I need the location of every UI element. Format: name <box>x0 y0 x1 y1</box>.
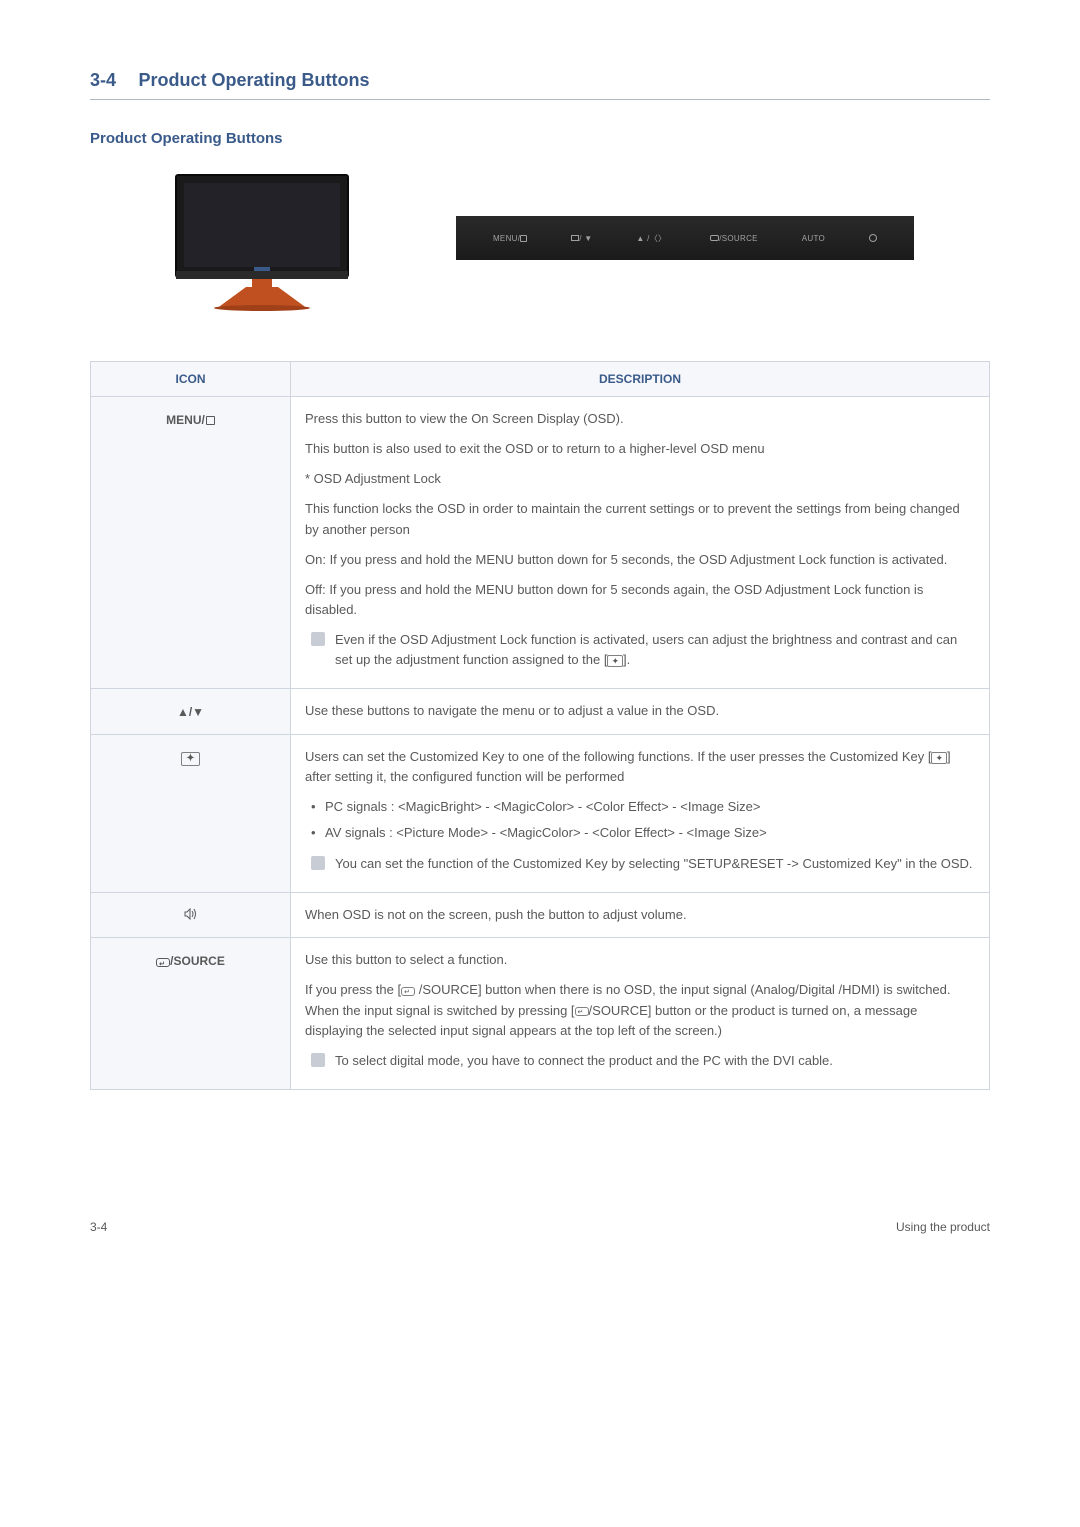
monitor-illustration <box>166 171 358 311</box>
enter-inline-icon: ↵ <box>575 1007 589 1016</box>
desc-text: Off: If you press and hold the MENU butt… <box>305 580 975 620</box>
table-row: When OSD is not on the screen, push the … <box>91 892 990 938</box>
icon-cell-updown: ▲/▼ <box>91 689 291 735</box>
table-header-description: DESCRIPTION <box>291 362 990 397</box>
desc-text: Press this button to view the On Screen … <box>305 409 975 429</box>
desc-cell-menu: Press this button to view the On Screen … <box>291 397 990 689</box>
section-header: 3-4 Product Operating Buttons <box>90 70 990 100</box>
panel-label-up: ▲ /〈〉 <box>636 233 666 244</box>
panel-label-source: /SOURCE <box>710 234 758 243</box>
panel-power-icon <box>869 234 877 242</box>
note-icon <box>311 856 325 870</box>
icon-cell-customkey: ✦ <box>91 735 291 893</box>
section-number: 3-4 <box>90 70 116 90</box>
note-text: Even if the OSD Adjustment Lock function… <box>335 630 975 670</box>
desc-text: When OSD is not on the screen, push the … <box>305 905 975 925</box>
table-row: MENU/ Press this button to view the On S… <box>91 397 990 689</box>
product-image-area: MENU/ / ▼ ▲ /〈〉 /SOURCE AUTO <box>166 161 914 311</box>
desc-text: If you press the [↵ /SOURCE] button when… <box>305 980 975 1040</box>
desc-text: Users can set the Customized Key to one … <box>305 747 975 787</box>
panel-button-bar: MENU/ / ▼ ▲ /〈〉 /SOURCE AUTO <box>456 216 914 260</box>
footer-left: 3-4 <box>90 1220 107 1234</box>
panel-label-auto: AUTO <box>802 234 825 243</box>
list-item: PC signals : <MagicBright> - <MagicColor… <box>305 797 975 817</box>
note-icon <box>311 632 325 646</box>
desc-text: Use this button to select a function. <box>305 950 975 970</box>
desc-text: Use these buttons to navigate the menu o… <box>305 701 975 721</box>
note-text: To select digital mode, you have to conn… <box>335 1051 833 1071</box>
signal-bullet-list: PC signals : <MagicBright> - <MagicColor… <box>305 797 975 843</box>
footer-right: Using the product <box>896 1220 990 1234</box>
desc-cell-customkey: Users can set the Customized Key to one … <box>291 735 990 893</box>
volume-icon <box>183 908 199 920</box>
desc-text: This function locks the OSD in order to … <box>305 499 975 539</box>
panel-label-menu: MENU/ <box>493 234 527 243</box>
customized-key-inline-icon: ✦ <box>931 752 947 764</box>
section-title: Product Operating Buttons <box>138 70 369 90</box>
list-item: AV signals : <Picture Mode> - <MagicColo… <box>305 823 975 843</box>
buttons-description-table: ICON DESCRIPTION MENU/ Press this button… <box>90 361 990 1090</box>
note-block: To select digital mode, you have to conn… <box>305 1051 975 1071</box>
desc-cell-source: Use this button to select a function. If… <box>291 938 990 1090</box>
icon-cell-menu: MENU/ <box>91 397 291 689</box>
enter-icon: ↵ <box>156 958 170 967</box>
icon-cell-volume <box>91 892 291 938</box>
customized-key-inline-icon: ✦ <box>607 655 623 667</box>
note-icon <box>311 1053 325 1067</box>
subsection-title: Product Operating Buttons <box>90 130 990 147</box>
page-footer: 3-4 Using the product <box>90 1220 990 1234</box>
customized-key-icon: ✦ <box>181 752 199 766</box>
table-header-icon: ICON <box>91 362 291 397</box>
desc-cell-volume: When OSD is not on the screen, push the … <box>291 892 990 938</box>
icon-cell-source: ↵/SOURCE <box>91 938 291 1090</box>
table-row: ▲/▼ Use these buttons to navigate the me… <box>91 689 990 735</box>
note-block: Even if the OSD Adjustment Lock function… <box>305 630 975 670</box>
desc-cell-updown: Use these buttons to navigate the menu o… <box>291 689 990 735</box>
table-row: ↵/SOURCE Use this button to select a fun… <box>91 938 990 1090</box>
note-text: You can set the function of the Customiz… <box>335 854 973 874</box>
desc-text: This button is also used to exit the OSD… <box>305 439 975 459</box>
panel-label-down: / ▼ <box>571 234 592 243</box>
desc-text: On: If you press and hold the MENU butto… <box>305 550 975 570</box>
table-row: ✦ Users can set the Customized Key to on… <box>91 735 990 893</box>
enter-inline-icon: ↵ <box>401 987 415 996</box>
desc-text: * OSD Adjustment Lock <box>305 469 975 489</box>
note-block: You can set the function of the Customiz… <box>305 854 975 874</box>
